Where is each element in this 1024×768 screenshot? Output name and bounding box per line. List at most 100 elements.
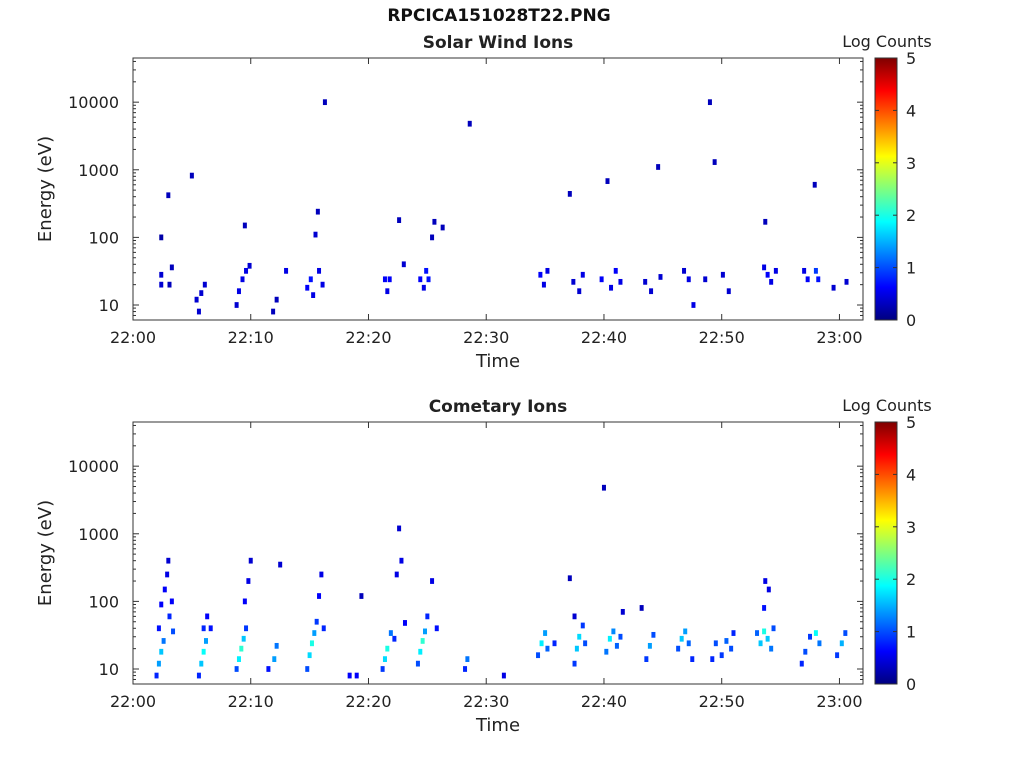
- data-cell: [189, 172, 194, 179]
- data-cell: [317, 267, 322, 274]
- x-tick-label: 22:30: [463, 692, 509, 711]
- data-cell: [354, 672, 359, 679]
- data-cell: [572, 660, 577, 667]
- data-cell: [432, 218, 437, 225]
- data-cell: [401, 261, 406, 268]
- panel-solar-wind-ions: Solar Wind Ions 22:00 22:10 22:20 22:30 22:40…: [35, 32, 932, 372]
- data-cell: [159, 648, 164, 655]
- data-cell: [320, 281, 325, 288]
- data-cell: [380, 666, 385, 672]
- data-cell: [574, 645, 579, 652]
- data-cell: [305, 284, 310, 291]
- data-cell: [236, 288, 241, 295]
- data-cell: [162, 586, 167, 593]
- data-cell: [835, 652, 840, 659]
- data-cell: [805, 276, 810, 283]
- colorbar-tick-label: 3: [906, 518, 916, 537]
- data-cell: [683, 628, 688, 635]
- data-cell: [839, 640, 844, 647]
- panel-title: Solar Wind Ions: [423, 33, 574, 53]
- data-cell: [639, 605, 644, 611]
- data-cell: [463, 666, 468, 672]
- data-cell: [567, 191, 572, 197]
- data-cell: [434, 625, 439, 632]
- data-cell: [571, 278, 576, 285]
- data-cell: [426, 276, 431, 283]
- data-cell: [703, 276, 708, 283]
- data-cell: [601, 484, 606, 491]
- data-cell: [159, 281, 164, 288]
- data-cell: [165, 571, 170, 578]
- colorbar-label: Log Counts: [842, 32, 932, 51]
- data-cell: [572, 613, 577, 620]
- data-cell: [421, 284, 426, 291]
- colorbar: [874, 57, 898, 321]
- data-cell: [305, 666, 310, 672]
- data-cell: [773, 267, 778, 274]
- data-cell: [385, 288, 390, 295]
- data-cell: [808, 633, 813, 640]
- data-cell: [620, 608, 625, 615]
- data-cell: [271, 308, 276, 315]
- x-tick-label: 23:00: [816, 692, 862, 711]
- data-cell: [161, 638, 166, 644]
- data-cell: [803, 648, 808, 655]
- y-axis-label: Energy (eV): [35, 136, 56, 242]
- data-cell: [420, 638, 425, 644]
- data-cell: [541, 281, 546, 288]
- colorbar-tick-label: 5: [906, 49, 916, 68]
- data-cell: [159, 271, 164, 278]
- data-cell: [315, 208, 320, 215]
- data-cell: [284, 267, 289, 274]
- y-tick-label: 10000: [68, 93, 119, 112]
- x-tick-label: 23:00: [816, 328, 862, 347]
- x-tick-label: 22:40: [581, 692, 627, 711]
- data-cell: [577, 288, 582, 295]
- data-cell: [392, 635, 397, 642]
- data-cell: [387, 276, 392, 283]
- data-cell: [763, 218, 768, 225]
- data-cell: [691, 302, 696, 308]
- heatmap-cells: [159, 99, 849, 315]
- plot-frame: [132, 57, 864, 321]
- data-cell: [690, 656, 695, 662]
- data-cell: [609, 284, 614, 291]
- data-cell: [244, 267, 249, 274]
- colorbar-tick-label: 0: [906, 311, 916, 330]
- data-cell: [843, 630, 848, 636]
- y-tick-label: 10000: [68, 457, 119, 476]
- data-cell: [501, 672, 506, 679]
- data-cell: [766, 586, 771, 593]
- figure-title: RPCICA151028T22.PNG: [387, 6, 611, 26]
- colorbar: [874, 421, 898, 685]
- heatmap-cells: [154, 484, 848, 679]
- x-axis-label: Time: [475, 351, 520, 372]
- data-cell: [545, 645, 550, 652]
- data-cell: [605, 178, 610, 184]
- y-tick-label: 1000: [78, 161, 119, 180]
- data-cell: [719, 652, 724, 659]
- data-cell: [388, 630, 393, 636]
- data-cell: [762, 264, 767, 271]
- data-cell: [423, 628, 427, 635]
- data-cell: [241, 635, 246, 642]
- data-cell: [765, 635, 770, 642]
- x-tick-label: 22:20: [345, 692, 391, 711]
- data-cell: [647, 642, 652, 649]
- data-cell: [425, 613, 430, 620]
- data-cell: [202, 281, 207, 288]
- data-cell: [614, 642, 619, 649]
- data-cell: [274, 296, 279, 303]
- data-cell: [583, 640, 588, 647]
- colorbar-tick-label: 2: [906, 206, 916, 225]
- data-cell: [769, 645, 774, 652]
- data-cell: [844, 278, 849, 285]
- x-tick-label: 22:50: [699, 328, 745, 347]
- data-cell: [611, 628, 616, 635]
- data-cell: [204, 638, 208, 644]
- data-cell: [194, 296, 199, 303]
- data-cell: [644, 656, 649, 662]
- data-cell: [312, 630, 317, 636]
- data-cell: [543, 630, 548, 636]
